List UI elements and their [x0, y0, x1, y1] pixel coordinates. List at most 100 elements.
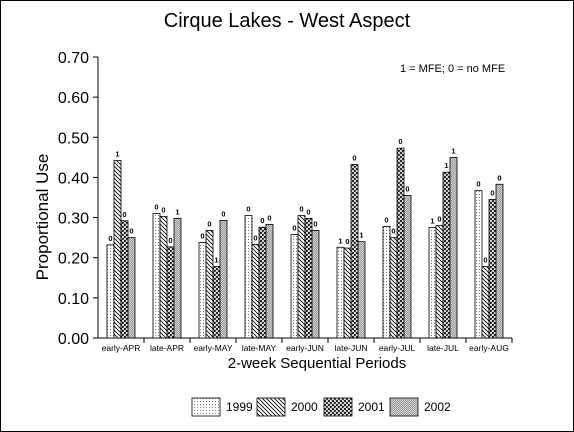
bar-data-label: 0: [345, 237, 349, 246]
bar-data-label: 0: [253, 233, 257, 242]
bar: [159, 215, 168, 339]
bar: [350, 164, 359, 339]
x-axis-label: 2-week Sequential Periods: [228, 355, 406, 372]
x-tick-label: late-APR: [150, 343, 184, 353]
bar: [481, 266, 490, 339]
bar-data-label: 0: [221, 209, 225, 218]
x-tick-label: late-MAY: [242, 343, 277, 353]
bar: [442, 171, 451, 339]
bar-data-label: 0: [306, 207, 310, 216]
bar: [198, 242, 207, 339]
legend-label: 2001: [358, 400, 385, 414]
bar: [435, 225, 444, 339]
legend-swatch: [256, 397, 286, 417]
bar-data-label: 0: [352, 154, 356, 163]
bar: [120, 220, 129, 339]
legend-label: 1999: [226, 400, 253, 414]
legend-swatch: [389, 397, 419, 417]
y-tick-label: 0.20: [58, 251, 89, 268]
x-tick-label: early-APR: [102, 343, 141, 353]
y-tick-label: 0.50: [58, 130, 89, 147]
bar: [173, 217, 182, 339]
bar-data-label: 0: [437, 215, 441, 224]
bar-data-label: 0: [497, 173, 501, 182]
x-tick-label: early-MAY: [193, 343, 232, 353]
y-axis-label: Proportional Use: [33, 154, 52, 281]
bar: [212, 266, 221, 339]
bar: [389, 237, 398, 339]
bar: [166, 246, 175, 339]
bar-data-label: 0: [260, 216, 264, 225]
bar-data-label: 0: [483, 256, 487, 265]
bar: [127, 237, 136, 339]
bar: [357, 241, 366, 339]
bar-data-label: 0: [398, 137, 402, 146]
bar-data-label: 0: [246, 205, 250, 214]
bar: [244, 215, 253, 339]
bar-data-label: 0: [299, 205, 303, 214]
x-tick-label: early-AUG: [469, 343, 509, 353]
bar: [488, 199, 497, 339]
legend-label: 2002: [424, 400, 451, 414]
y-tick-label: 0.00: [58, 331, 89, 348]
bar-data-label: 1: [214, 256, 218, 265]
y-tick-label: 0.10: [58, 291, 89, 308]
bar-data-label: 0: [168, 236, 172, 245]
bar: [428, 227, 437, 339]
bar-data-label: 0: [129, 227, 133, 236]
bar: [382, 226, 391, 339]
bar-data-label: 1: [451, 146, 455, 155]
bar: [290, 234, 299, 339]
bar-data-label: 0: [391, 227, 395, 236]
bar: [449, 156, 458, 339]
legend: 1999 2000 2001 2002: [191, 397, 451, 417]
bar: [265, 223, 274, 339]
bar: [403, 195, 412, 339]
bar-data-label: 1: [115, 150, 119, 159]
bar-data-label: 0: [161, 205, 165, 214]
x-tick-label: late-JUL: [427, 343, 459, 353]
bar: [311, 230, 320, 339]
bar-data-label: 1: [444, 161, 448, 170]
bar: [113, 160, 122, 339]
bar-data-label: 0: [154, 203, 158, 212]
bar-data-label: 1: [430, 217, 434, 226]
y-tick-label: 0.30: [58, 211, 89, 228]
bar: [304, 217, 313, 339]
bar-data-label: 0: [122, 210, 126, 219]
axes: 0.00 0.10 0.20 0.30 0.40 0.50 0.60 0.70 early-AP…: [58, 50, 513, 353]
bar-data-label: 0: [490, 189, 494, 198]
bar: [474, 190, 483, 339]
bar-data-label: 0: [405, 184, 409, 193]
bar-data-label: 0: [200, 231, 204, 240]
chart-title: Cirque Lakes - West Aspect: [164, 10, 411, 32]
bar: [152, 213, 161, 339]
bar: [495, 183, 504, 339]
bar: [336, 246, 345, 339]
x-tick-label: early-JUN: [286, 343, 324, 353]
bar-data-label: 1: [338, 236, 342, 245]
bar: [251, 244, 260, 339]
legend-swatch: [323, 397, 353, 417]
bar-data-label: 0: [267, 213, 271, 222]
y-tick-label: 0.40: [58, 170, 89, 187]
bar-data-label: 0: [292, 223, 296, 232]
bar-data-label: 0: [384, 215, 388, 224]
bar-data-label: 0: [108, 234, 112, 243]
y-tick-label: 0.70: [58, 50, 89, 67]
bar: [219, 219, 228, 339]
y-tick-label: 0.60: [58, 90, 89, 107]
bar-data-label: 1: [359, 231, 363, 240]
bar-data-label: 0: [207, 219, 211, 228]
bar: [258, 226, 267, 339]
bar-data-label: 0: [313, 219, 317, 228]
bar: [343, 247, 352, 339]
bar: [106, 244, 115, 339]
bar-data-label: 1: [175, 207, 179, 216]
legend-swatch: [191, 397, 221, 417]
bar: [205, 230, 214, 339]
bar: [297, 215, 306, 339]
